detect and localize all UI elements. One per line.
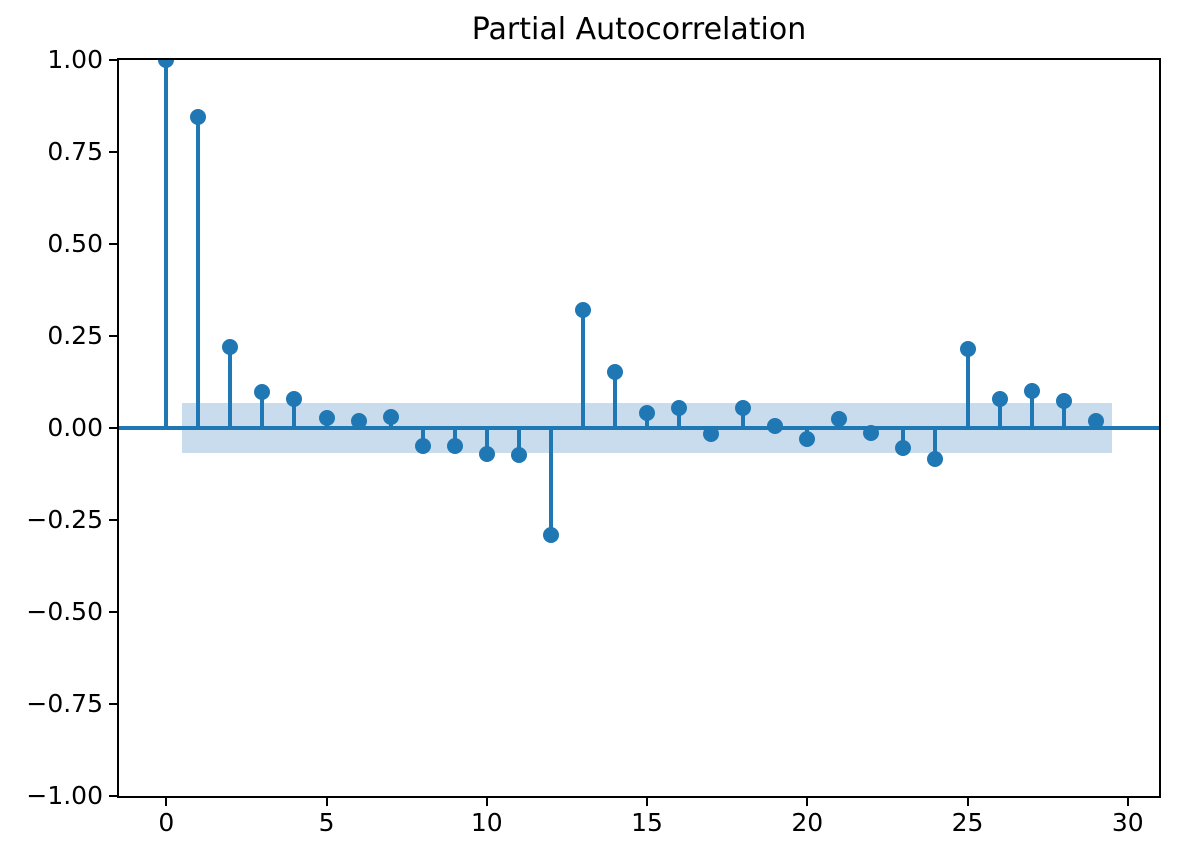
y-axis-tick-0.00 (109, 427, 117, 429)
x-axis-tick-0 (165, 798, 168, 806)
marker-lag-1 (190, 109, 207, 126)
chart-title: Partial Autocorrelation (471, 12, 807, 47)
marker-lag-17 (703, 425, 720, 442)
stem-lag-25 (965, 349, 970, 430)
y-axis-tick-0.50 (109, 243, 117, 245)
marker-lag-14 (606, 364, 623, 381)
marker-lag-21 (831, 410, 848, 427)
x-axis-label-0: 0 (158, 808, 175, 837)
marker-lag-15 (639, 404, 655, 421)
y-axis-label-0.50: 0.50 (47, 229, 103, 258)
y-axis-label-0.25: 0.25 (47, 321, 103, 350)
y-axis-tick-1.00 (109, 59, 117, 61)
marker-lag-5 (318, 409, 335, 426)
marker-lag-18 (735, 400, 752, 417)
y-axis-tick-−0.25 (109, 519, 117, 521)
y-axis-tick-−0.50 (109, 611, 117, 613)
stem-lag-28 (1061, 401, 1066, 430)
y-axis-label-−1.00: −1.00 (26, 781, 103, 810)
stem-lag-13 (580, 310, 585, 430)
x-axis-label-5: 5 (318, 808, 335, 837)
y-axis-label-0.00: 0.00 (47, 413, 103, 442)
stem-lag-14 (612, 372, 617, 430)
stem-lag-9 (452, 428, 457, 449)
marker-lag-10 (478, 446, 495, 463)
marker-lag-4 (286, 390, 303, 407)
x-axis-tick-20 (806, 798, 809, 806)
marker-lag-2 (222, 339, 239, 356)
stem-lag-12 (548, 428, 553, 537)
marker-lag-7 (382, 408, 399, 425)
x-axis-label-10: 10 (470, 808, 503, 837)
stem-lag-2 (228, 347, 233, 430)
x-axis-tick-5 (325, 798, 328, 806)
y-axis-tick-0.75 (109, 151, 117, 153)
marker-lag-0 (158, 60, 175, 68)
marker-lag-3 (254, 383, 271, 400)
plot-area (117, 58, 1161, 798)
marker-lag-28 (1055, 393, 1072, 410)
stem-lag-15 (645, 412, 649, 430)
stem-lag-4 (292, 398, 297, 430)
marker-lag-6 (350, 413, 367, 429)
stem-lag-8 (420, 428, 425, 449)
marker-lag-11 (510, 447, 527, 464)
marker-lag-25 (959, 341, 976, 358)
x-axis-tick-10 (485, 798, 488, 806)
marker-lag-12 (542, 526, 559, 543)
zero-baseline (119, 426, 1159, 430)
stem-lag-10 (484, 428, 489, 457)
stem-lag-24 (933, 428, 938, 461)
y-axis-label-−0.25: −0.25 (26, 505, 103, 534)
x-axis-tick-15 (646, 798, 648, 806)
stem-lag-11 (516, 428, 521, 458)
marker-lag-13 (574, 302, 591, 319)
marker-lag-20 (799, 430, 816, 447)
marker-lag-16 (671, 400, 688, 417)
x-axis-label-25: 25 (951, 808, 984, 837)
marker-lag-27 (1023, 383, 1040, 400)
marker-lag-24 (927, 450, 944, 467)
y-axis-tick-−1.00 (109, 795, 117, 797)
y-axis-label-0.75: 0.75 (47, 137, 103, 166)
x-axis-label-20: 20 (791, 808, 824, 837)
marker-lag-19 (767, 418, 784, 435)
x-axis-tick-30 (1126, 798, 1129, 806)
x-axis-label-30: 30 (1111, 808, 1144, 837)
x-axis-tick-25 (966, 798, 969, 806)
y-axis-label-−0.75: −0.75 (26, 689, 103, 718)
y-axis-label-−0.50: −0.50 (26, 597, 103, 626)
y-axis-tick-0.25 (109, 335, 117, 337)
stem-lag-0 (164, 60, 169, 430)
stem-lag-26 (997, 398, 1002, 430)
marker-lag-23 (895, 439, 912, 456)
stem-lag-18 (741, 408, 746, 430)
marker-lag-26 (991, 390, 1008, 407)
marker-lag-22 (863, 425, 880, 442)
x-axis-label-15: 15 (631, 808, 663, 837)
stem-lag-1 (196, 117, 201, 430)
y-axis-tick-−0.75 (109, 703, 117, 705)
y-axis-label-1.00: 1.00 (47, 45, 103, 74)
stem-lag-23 (901, 428, 906, 450)
stem-lag-27 (1029, 391, 1034, 430)
marker-lag-8 (414, 438, 431, 455)
stem-lag-3 (260, 391, 265, 430)
marker-lag-29 (1087, 413, 1104, 429)
stem-lag-16 (677, 408, 682, 430)
marker-lag-9 (446, 438, 463, 455)
